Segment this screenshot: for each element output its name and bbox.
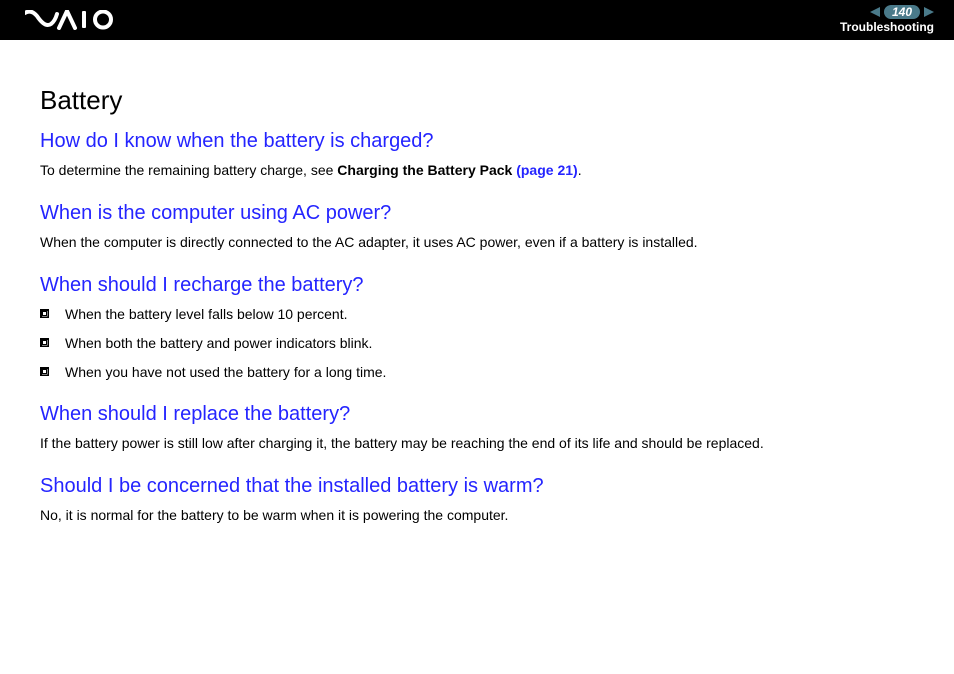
page-number-badge: 140: [884, 5, 920, 19]
answer-ac-power: When the computer is directly connected …: [40, 233, 914, 252]
question-ac-power: When is the computer using AC power?: [40, 202, 914, 225]
answer-suffix: .: [578, 162, 582, 178]
bullet-icon: [40, 338, 49, 347]
page-header: 140 Troubleshooting: [0, 0, 954, 40]
page-content: Battery How do I know when the battery i…: [0, 40, 954, 545]
list-item: When you have not used the battery for a…: [40, 363, 914, 382]
question-recharge: When should I recharge the battery?: [40, 274, 914, 297]
page-nav: 140: [870, 5, 934, 19]
answer-text: To determine the remaining battery charg…: [40, 162, 337, 178]
prev-page-arrow-icon[interactable]: [870, 7, 880, 17]
list-item-text: When both the battery and power indicato…: [65, 334, 372, 353]
page-link-21[interactable]: (page 21): [516, 162, 577, 178]
recharge-list: When the battery level falls below 10 pe…: [40, 305, 914, 382]
answer-bold: Charging the Battery Pack: [337, 162, 516, 178]
answer-charged: To determine the remaining battery charg…: [40, 161, 914, 180]
header-right: 140 Troubleshooting: [840, 5, 934, 34]
question-replace: When should I replace the battery?: [40, 403, 914, 426]
question-warm: Should I be concerned that the installed…: [40, 475, 914, 498]
bullet-icon: [40, 309, 49, 318]
list-item-text: When you have not used the battery for a…: [65, 363, 386, 382]
answer-warm: No, it is normal for the battery to be w…: [40, 506, 914, 525]
question-charged: How do I know when the battery is charge…: [40, 130, 914, 153]
bullet-icon: [40, 367, 49, 376]
page-title: Battery: [40, 85, 914, 116]
list-item-text: When the battery level falls below 10 pe…: [65, 305, 348, 324]
next-page-arrow-icon[interactable]: [924, 7, 934, 17]
vaio-logo: [25, 10, 120, 30]
section-label: Troubleshooting: [840, 20, 934, 34]
list-item: When the battery level falls below 10 pe…: [40, 305, 914, 324]
list-item: When both the battery and power indicato…: [40, 334, 914, 353]
answer-replace: If the battery power is still low after …: [40, 434, 914, 453]
